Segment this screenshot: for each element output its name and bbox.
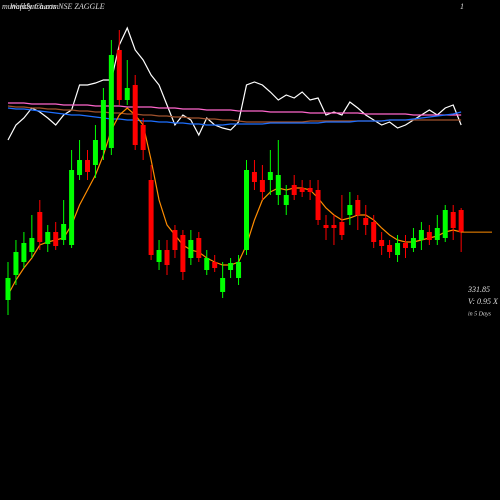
volume-label: V: 0.95 X bbox=[468, 297, 499, 306]
candle-body bbox=[331, 225, 337, 228]
candle-body bbox=[418, 230, 424, 240]
candle-body bbox=[355, 200, 361, 215]
candle-body bbox=[339, 222, 345, 235]
candle-body bbox=[315, 190, 321, 220]
period-label: in 5 Days bbox=[468, 311, 492, 317]
candle-body bbox=[45, 232, 51, 244]
chart-title: Weekly Charts NSE ZAGGLE bbox=[10, 2, 105, 11]
candle-body bbox=[132, 85, 138, 145]
candle-body bbox=[323, 225, 329, 228]
candle-body bbox=[307, 188, 313, 192]
price-label: 331.85 bbox=[467, 285, 490, 294]
candle-body bbox=[148, 180, 154, 255]
candle-body bbox=[156, 250, 162, 262]
candle-body bbox=[180, 235, 186, 272]
candle-body bbox=[220, 278, 226, 292]
candle-body bbox=[379, 240, 385, 246]
candle-body bbox=[53, 232, 59, 246]
candle-body bbox=[77, 160, 83, 175]
candle-body bbox=[212, 262, 218, 268]
candle-body bbox=[403, 243, 408, 248]
candle-body bbox=[228, 263, 234, 270]
candle-body bbox=[267, 172, 273, 180]
candle-body bbox=[387, 245, 393, 252]
candle-body bbox=[299, 188, 305, 192]
candle-body bbox=[85, 160, 90, 172]
candle-body bbox=[140, 125, 146, 150]
candle-body bbox=[92, 140, 98, 165]
candle-body bbox=[395, 243, 401, 255]
candle-body bbox=[410, 238, 416, 248]
candle-body bbox=[5, 278, 11, 300]
candle-body bbox=[251, 172, 257, 182]
candle-body bbox=[100, 100, 106, 150]
candle-body bbox=[172, 230, 178, 250]
candle-body bbox=[188, 240, 194, 258]
candle-body bbox=[108, 55, 114, 148]
candle-body bbox=[347, 205, 353, 215]
overlay-line bbox=[8, 102, 462, 116]
candle-body bbox=[61, 224, 67, 240]
candle-body bbox=[244, 170, 249, 250]
candle-body bbox=[458, 210, 464, 233]
candle-body bbox=[283, 195, 289, 205]
overlay-line bbox=[7, 107, 462, 296]
overlay-line bbox=[7, 107, 462, 126]
candle-body bbox=[371, 222, 377, 242]
candle-body bbox=[69, 170, 75, 245]
candle-body bbox=[29, 238, 35, 252]
candle-body bbox=[434, 228, 440, 240]
candle-body bbox=[450, 212, 456, 228]
candle-body bbox=[426, 232, 432, 240]
candle-body bbox=[275, 175, 281, 195]
overlay-line bbox=[7, 26, 462, 141]
corner-label: 1 bbox=[460, 2, 464, 11]
candle-body bbox=[442, 210, 448, 238]
candle-body bbox=[21, 243, 27, 262]
site-name: munafaSutra.com bbox=[2, 2, 59, 11]
candle-body bbox=[236, 262, 242, 278]
candle-body bbox=[116, 50, 122, 100]
candle-body bbox=[196, 238, 202, 258]
candle-body bbox=[259, 180, 265, 192]
candle-body bbox=[204, 258, 210, 270]
candle-body bbox=[291, 185, 297, 195]
candle-body bbox=[363, 218, 369, 225]
candle-body bbox=[13, 252, 19, 275]
candle-body bbox=[124, 88, 130, 100]
candle-body bbox=[164, 250, 170, 265]
candle-body bbox=[37, 212, 43, 242]
